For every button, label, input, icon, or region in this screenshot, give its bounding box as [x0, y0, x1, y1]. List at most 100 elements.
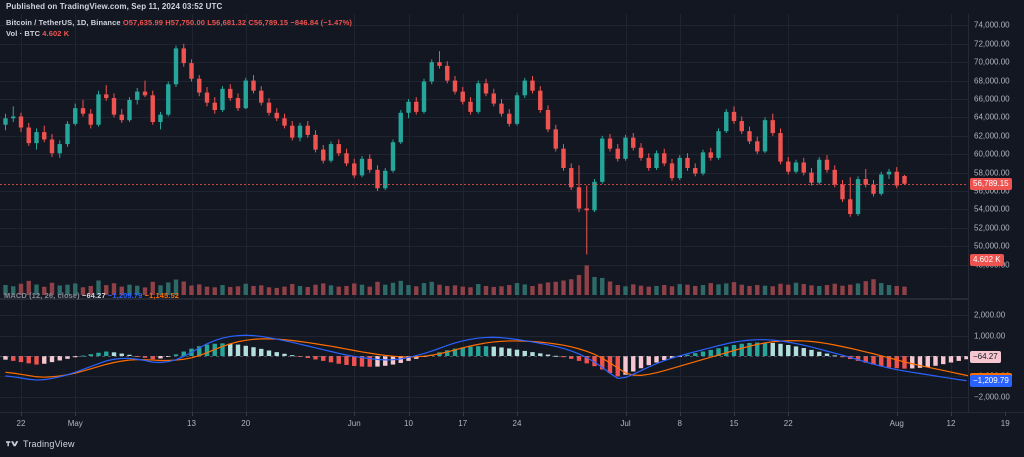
candle-body: [398, 112, 403, 143]
candle-body: [204, 92, 210, 103]
volume-bar: [793, 282, 799, 295]
macd-histogram-bar: [344, 356, 349, 365]
candle-body: [414, 101, 419, 112]
time-axis-tick: Jul: [620, 419, 631, 428]
candle-body: [600, 138, 605, 182]
time-axis-tickmark: [21, 412, 22, 416]
macd-histogram-bar: [708, 349, 713, 356]
macd-histogram-bar: [173, 354, 179, 356]
candle-body: [119, 114, 124, 121]
macd-histogram-bar: [762, 342, 768, 356]
candle-body: [499, 103, 504, 114]
candle-body: [468, 101, 473, 112]
volume-bar: [18, 283, 24, 295]
volume-bar: [398, 280, 403, 295]
volume-bar: [282, 286, 287, 295]
macd-histogram-bar: [832, 355, 837, 357]
volume-bar: [538, 283, 543, 295]
volume-bar: [42, 286, 47, 295]
candle-body: [305, 125, 310, 135]
volume-bar: [584, 265, 589, 295]
volume-bar: [685, 284, 690, 295]
price-axis-tick: 50,000.00: [974, 241, 1010, 251]
macd-histogram-bar: [96, 352, 101, 356]
tradingview-branding[interactable]: TradingView: [6, 439, 75, 449]
volume-bar: [894, 285, 899, 295]
macd-histogram-bar: [855, 356, 861, 361]
volume-bar: [731, 282, 737, 295]
time-axis-tick: Jun: [347, 419, 361, 428]
candle-body: [228, 88, 233, 99]
macd-histogram-bar: [956, 356, 961, 361]
price-scale-separator: [968, 14, 969, 412]
volume-bar: [514, 283, 520, 295]
candle-body: [189, 63, 194, 79]
candle-body: [662, 153, 667, 164]
macd-histogram-bar: [251, 347, 256, 356]
macd-histogram-bar: [49, 356, 55, 363]
volume-bar: [321, 283, 326, 295]
time-axis-tick: 24: [512, 419, 522, 428]
price-axis-tick: 62,000.00: [974, 131, 1010, 141]
macd-histogram-bar: [600, 356, 605, 370]
candle-body: [638, 147, 644, 158]
macd-histogram-bar: [623, 356, 628, 375]
volume-bar: [352, 283, 357, 295]
candle-body: [65, 123, 70, 145]
candle-body: [840, 184, 845, 200]
candle-body: [538, 90, 543, 111]
current-price-tag[interactable]: 56,789.15: [970, 177, 1012, 190]
macd-line-tag[interactable]: −1,209.79: [970, 374, 1012, 387]
candle-body: [197, 78, 202, 93]
macd-histogram-bar: [127, 354, 132, 356]
macd-histogram-bar: [933, 356, 938, 366]
chart-plot-area[interactable]: [0, 14, 968, 412]
price-scale[interactable]: 74,000.00 72,000.00 70,000.00 68,000.00 66,0…: [968, 14, 1024, 412]
candle-body: [902, 175, 907, 184]
candle-body: [863, 179, 868, 185]
macd-histogram-bar: [259, 348, 264, 356]
volume-bar: [96, 280, 101, 295]
time-axis-tickmark: [734, 412, 735, 416]
price-axis-tick: 56,000.00: [974, 186, 1010, 196]
candle-body: [685, 157, 690, 169]
candle-body: [313, 134, 318, 150]
volume-bar: [840, 285, 845, 295]
volume-bar: [220, 285, 225, 295]
candle-body: [832, 169, 837, 185]
candle-body: [11, 116, 16, 119]
volume-bar: [49, 282, 55, 295]
current-volume-tag[interactable]: 4.602 K: [970, 254, 1004, 266]
price-axis-tick: 60,000.00: [974, 149, 1010, 159]
volume-bar: [770, 286, 775, 295]
macd-histogram-bar: [584, 356, 589, 364]
macd-histogram-bar: [755, 342, 760, 356]
macd-histogram-bar: [460, 347, 465, 356]
macd-histogram-bar: [925, 356, 930, 368]
candle-body: [111, 98, 117, 115]
candle-body: [476, 83, 481, 112]
macd-histogram-bar: [452, 348, 458, 356]
time-scale[interactable]: 22May1320Jun101724Jul81522Aug1219Sep9162…: [0, 412, 1024, 434]
chart-canvas: [0, 14, 968, 412]
macd-histogram-bar: [111, 352, 117, 356]
macd-histogram-bar: [530, 352, 535, 356]
volume-bar: [375, 281, 380, 295]
candle-body: [104, 94, 109, 99]
volume-bar: [615, 285, 620, 295]
volume-bar: [476, 284, 481, 295]
candle-body: [716, 131, 721, 158]
macd-histogram-bar: [685, 354, 690, 356]
price-axis-tick: 66,000.00: [974, 94, 1010, 104]
time-axis-tick: 22: [783, 419, 793, 428]
volume-bar: [460, 286, 465, 295]
macd-histogram-bar: [964, 356, 968, 360]
candle-body: [491, 93, 496, 104]
macd-histogram-bar: [80, 355, 86, 357]
volume-bar: [747, 285, 752, 295]
macd-histogram-tag[interactable]: −64.27: [970, 351, 1001, 364]
time-axis-tick: 19: [1000, 419, 1010, 428]
macd-histogram-bar: [948, 356, 954, 363]
candle-body: [96, 94, 101, 125]
candle-body: [584, 208, 589, 211]
